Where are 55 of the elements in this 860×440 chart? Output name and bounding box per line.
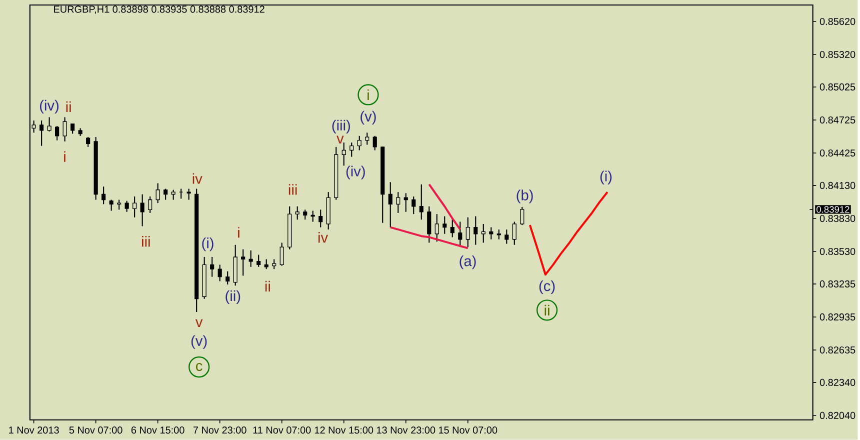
- annotation: v: [195, 319, 203, 328]
- y-tick-label: 0.85025: [820, 84, 856, 91]
- annotation: i: [238, 227, 240, 238]
- annotation: ii: [265, 281, 270, 292]
- ref-line-label: 0.83912: [816, 206, 850, 213]
- annotation: (c): [539, 280, 555, 294]
- annotation: (v): [191, 335, 207, 349]
- annotation: (i): [202, 238, 214, 252]
- y-tick-label: 0.85320: [820, 51, 856, 58]
- annotation: (b): [516, 190, 533, 204]
- candlestick: [419, 184, 424, 220]
- x-tick-label: 5 Nov 07:00: [69, 426, 122, 434]
- annotation: c: [196, 363, 202, 372]
- annotation: iii: [142, 236, 150, 247]
- candlestick: [474, 216, 478, 246]
- y-tick-label: 0.82935: [820, 314, 856, 321]
- annotation: ii: [544, 304, 550, 316]
- x-tick-label: 12 Nov 15:00: [314, 426, 374, 434]
- annotation: i: [368, 90, 369, 100]
- candlestick: [388, 182, 392, 228]
- annotation: iv: [318, 232, 328, 243]
- annotation: (iv): [40, 100, 58, 114]
- y-tick-label: 0.82040: [820, 412, 856, 420]
- candlestick: [466, 216, 470, 248]
- y-tick-label: 0.82340: [820, 379, 856, 386]
- candlestick: [342, 142, 346, 166]
- x-tick-label: 15 Nov 07:00: [438, 426, 498, 434]
- x-tick-label: 13 Nov 23:00: [376, 426, 436, 434]
- annotation: i: [64, 151, 66, 162]
- y-tick-label: 0.84425: [820, 150, 856, 157]
- annotation: (iii): [332, 120, 350, 134]
- annotation: ii: [66, 102, 71, 112]
- chart-title: EURGBP,H1 0.83898 0.83935 0.83888 0.83912: [54, 6, 264, 14]
- y-tick-label: 0.83235: [820, 280, 856, 288]
- annotation: v: [336, 136, 344, 144]
- annotation: iii: [288, 184, 297, 195]
- y-tick-label: 0.84725: [820, 116, 856, 124]
- y-tick-label: 0.84130: [820, 182, 856, 190]
- y-tick-label: 0.82635: [820, 346, 856, 354]
- y-tick-label: 0.83530: [820, 248, 856, 256]
- annotation: (a): [460, 256, 476, 270]
- candlestick: [318, 209, 323, 228]
- annotation: (i): [600, 170, 612, 184]
- line-series: [428, 183, 462, 231]
- x-tick-label: 6 Nov 15:00: [131, 426, 184, 434]
- candlestick: [210, 256, 214, 278]
- x-tick-label: 11 Nov 07:00: [253, 426, 311, 434]
- annotation: (v): [360, 110, 376, 125]
- annotation: iv: [192, 173, 202, 184]
- x-tick-label: 1 Nov 2013: [9, 426, 59, 434]
- y-tick-label: 0.85620: [820, 18, 856, 26]
- annotation: (iv): [346, 166, 365, 180]
- x-tick-label: 7 Nov 23:00: [193, 426, 246, 434]
- annotation: (ii): [226, 290, 240, 304]
- y-tick-label: 0.83830: [820, 215, 856, 222]
